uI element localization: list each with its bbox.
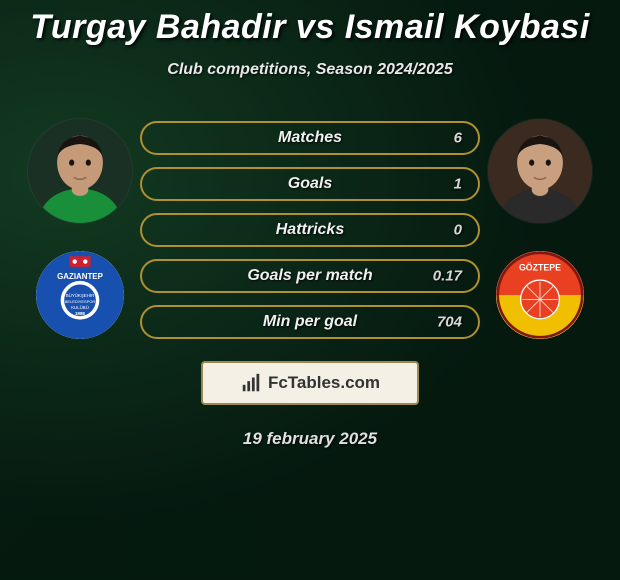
player-left-avatar bbox=[28, 119, 132, 223]
brand-text: FcTables.com bbox=[268, 373, 380, 393]
stat-label: Hattricks bbox=[276, 221, 344, 239]
stat-bar: Goals 1 bbox=[140, 167, 480, 201]
stat-label: Matches bbox=[278, 129, 342, 147]
svg-text:GAZIANTEP: GAZIANTEP bbox=[57, 272, 103, 281]
comparison-date: 19 february 2025 bbox=[0, 429, 620, 449]
stat-bar: Min per goal 704 bbox=[140, 305, 480, 339]
stat-value: 1 bbox=[454, 176, 462, 193]
stat-value: 0.17 bbox=[433, 268, 462, 285]
stat-value: 704 bbox=[437, 314, 462, 331]
stat-value: 0 bbox=[454, 222, 462, 239]
svg-text:BÜYÜKŞEHİR: BÜYÜKŞEHİR bbox=[66, 293, 95, 298]
svg-text:BELEDİYESPOR: BELEDİYESPOR bbox=[65, 299, 96, 304]
comparison-subtitle: Club competitions, Season 2024/2025 bbox=[0, 61, 620, 79]
club-right-badge: GÖZTEPE bbox=[496, 251, 584, 339]
svg-text:1988: 1988 bbox=[75, 311, 85, 316]
stat-bars: Matches 6 Goals 1 Hattricks 0 Goals per match 0… bbox=[140, 119, 480, 339]
stat-bar: Goals per match 0.17 bbox=[140, 259, 480, 293]
left-column: GAZIANTEP BÜYÜKŞEHİR BELEDİYESPOR KULÜBÜ… bbox=[20, 119, 140, 339]
stat-bar: Matches 6 bbox=[140, 121, 480, 155]
stat-label: Goals bbox=[288, 175, 332, 193]
player-right-avatar bbox=[488, 119, 592, 223]
club-left-badge: GAZIANTEP BÜYÜKŞEHİR BELEDİYESPOR KULÜBÜ… bbox=[36, 251, 124, 339]
stat-label: Min per goal bbox=[263, 313, 357, 331]
stat-value: 6 bbox=[454, 130, 462, 147]
right-column: GÖZTEPE bbox=[480, 119, 600, 339]
svg-text:KULÜBÜ: KULÜBÜ bbox=[71, 305, 89, 310]
brand-watermark: FcTables.com bbox=[201, 361, 419, 405]
svg-text:GÖZTEPE: GÖZTEPE bbox=[519, 262, 561, 272]
stat-label: Goals per match bbox=[247, 267, 372, 285]
comparison-body: GAZIANTEP BÜYÜKŞEHİR BELEDİYESPOR KULÜBÜ… bbox=[0, 119, 620, 339]
chart-icon bbox=[240, 372, 262, 394]
comparison-title: Turgay Bahadir vs Ismail Koybasi bbox=[0, 8, 620, 47]
stat-bar: Hattricks 0 bbox=[140, 213, 480, 247]
